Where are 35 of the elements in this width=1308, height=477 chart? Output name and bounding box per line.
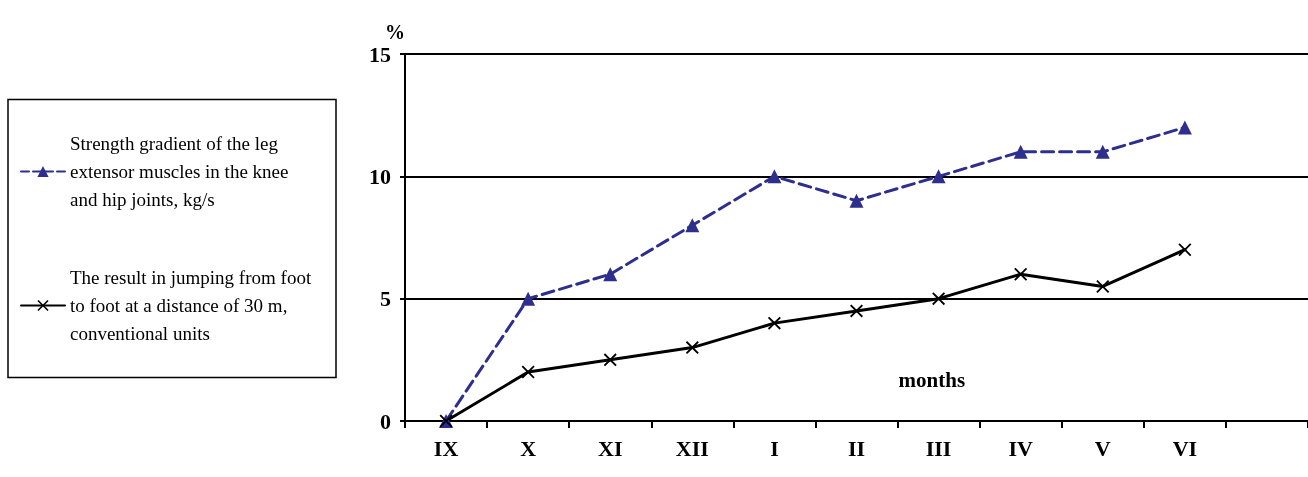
point [521,365,535,379]
y-axis-title: % [385,21,405,43]
point [1014,267,1028,281]
point [685,218,700,233]
point [1178,243,1192,257]
y-tick-label: 15 [369,41,391,67]
point [767,169,782,184]
y-tick-label: 5 [380,286,391,312]
y-tick-label: 0 [380,408,391,434]
x-tick-label: I [770,435,779,461]
point [1013,144,1028,159]
x-tick-label: XI [598,435,623,461]
x-tick-label: XII [675,435,709,461]
legend-label: Strength gradient of the leg extensor muscles in the knee and hip joints, kg/s [70,133,294,210]
point [1096,279,1110,293]
x-tick-label: V [1094,435,1111,461]
legend-label: The result in jumping from foot to foot at a distance of 30 m, conventional units [70,267,316,344]
x-tick-label: II [847,435,866,461]
point [849,193,864,208]
point [767,316,781,330]
point [603,267,618,282]
point [603,353,617,367]
point [521,291,536,306]
point [932,292,946,306]
x-tick-label: X [520,435,537,461]
x-tick-label: III [925,435,952,461]
x-tick-label: VI [1172,435,1198,461]
x-tick-label: IV [1008,435,1034,461]
point [931,169,946,184]
x-tick-label: IX [433,435,459,461]
point [1095,144,1110,159]
x-axis-title: months [898,367,966,392]
point [1177,120,1192,135]
point [685,341,699,355]
y-tick-label: 10 [369,163,391,189]
